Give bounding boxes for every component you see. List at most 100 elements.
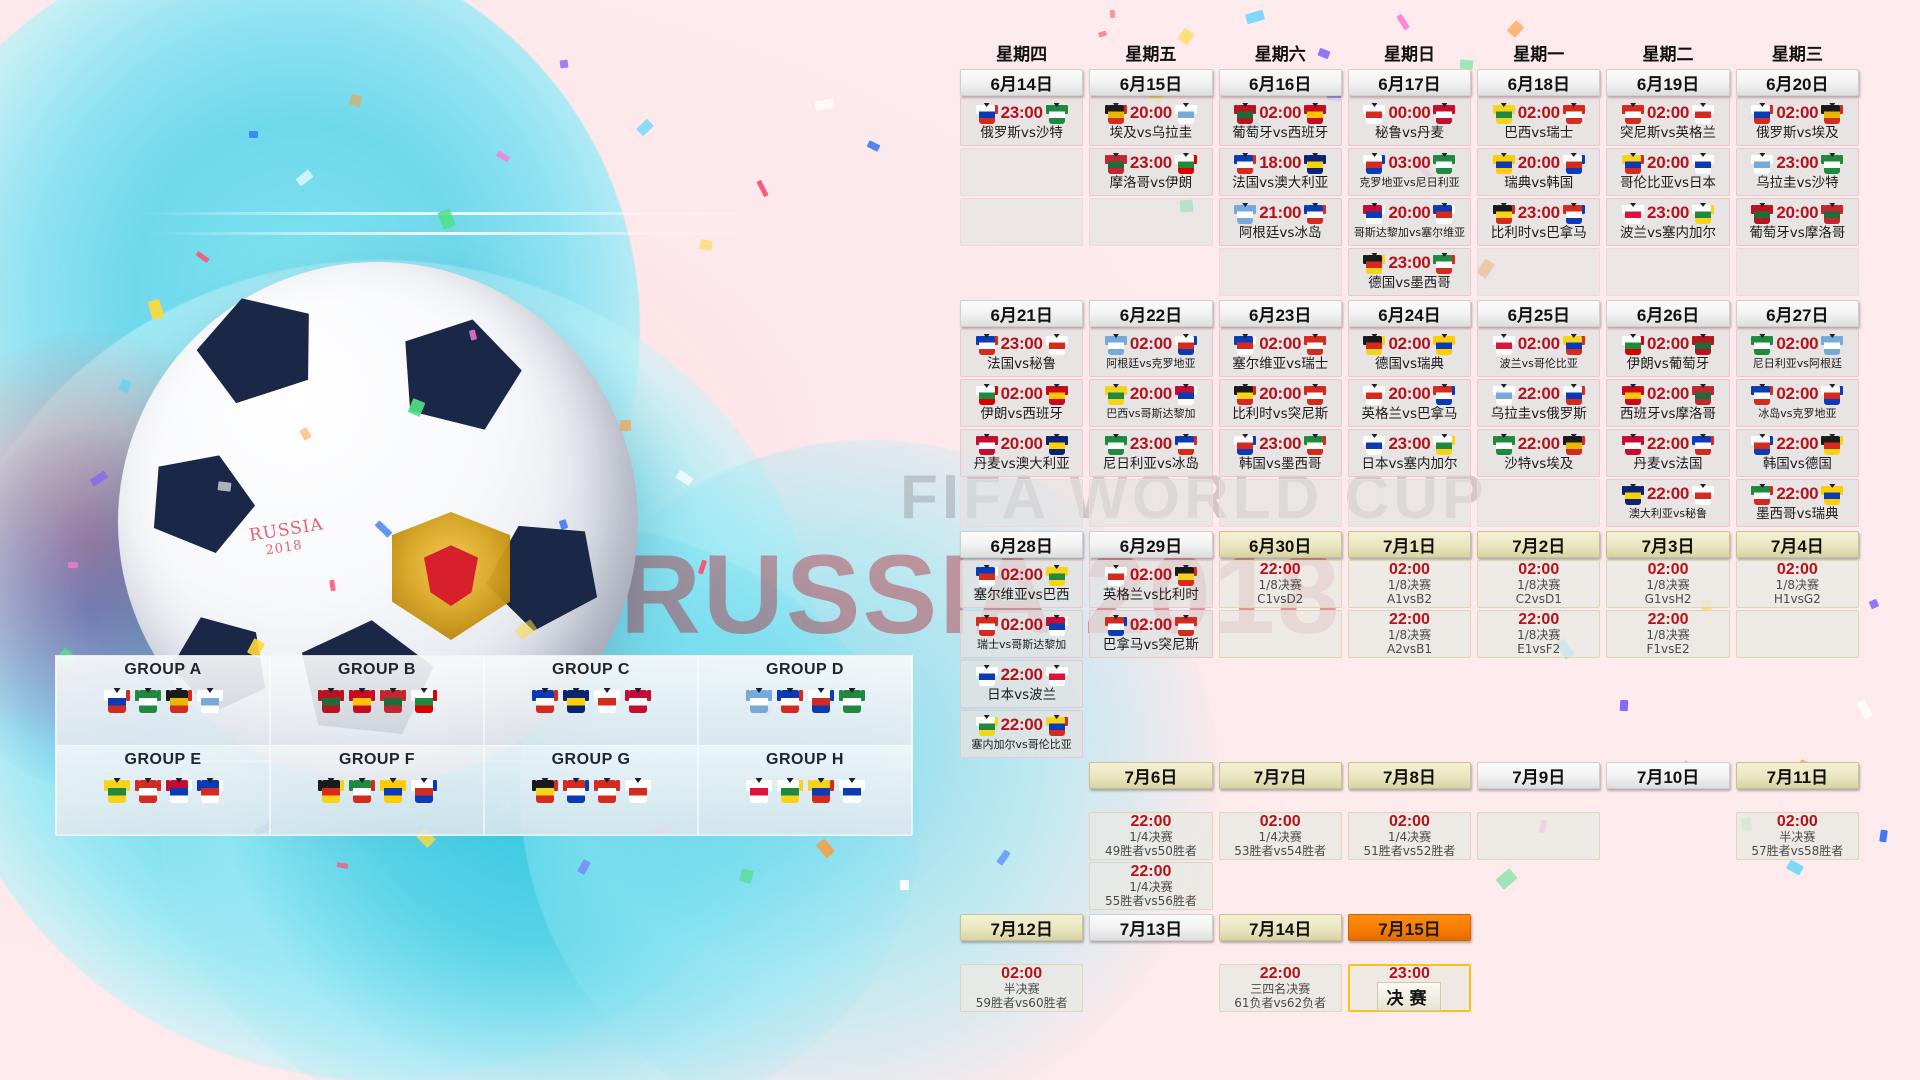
group-panel-c[interactable]: GROUP C	[484, 656, 698, 746]
group-match-cell[interactable]: 22:00 丹麦vs法国	[1606, 429, 1730, 477]
date-header-cell[interactable]: 6月14日	[960, 69, 1084, 96]
group-match-cell[interactable]: 20:00 英格兰vs巴拿马	[1347, 379, 1472, 427]
group-panel-h[interactable]: GROUP H	[698, 746, 912, 836]
group-match-cell[interactable]: 20:00 哥斯达黎加vs塞尔维亚	[1347, 198, 1472, 246]
knockout-match-cell[interactable]: 22:00 1/8决赛 C1vsD2	[1218, 560, 1342, 608]
group-panel-a[interactable]: GROUP A	[56, 656, 270, 746]
group-match-cell[interactable]: 22:00 塞内加尔vs哥伦比亚	[960, 710, 1084, 758]
group-match-cell[interactable]: 22:00 乌拉圭vs俄罗斯	[1477, 379, 1601, 427]
group-match-cell[interactable]: 23:00 摩洛哥vs伊朗	[1089, 148, 1213, 196]
group-match-cell[interactable]: 20:00 埃及vs乌拉圭	[1089, 98, 1213, 146]
group-match-cell[interactable]: 02:00 德国vs瑞典	[1347, 329, 1472, 377]
group-match-cell[interactable]: 23:00 波兰vs塞内加尔	[1606, 198, 1730, 246]
group-match-cell[interactable]: 02:00 葡萄牙vs西班牙	[1218, 98, 1342, 146]
group-match-cell[interactable]: 20:00 葡萄牙vs摩洛哥	[1735, 198, 1859, 246]
final-match-cell[interactable]: 23:00 决赛	[1347, 964, 1472, 1012]
group-match-cell[interactable]: 02:00 尼日利亚vs阿根廷	[1735, 329, 1859, 377]
date-header-cell[interactable]: 6月28日	[960, 531, 1084, 558]
group-match-cell[interactable]: 23:00 比利时vs巴拿马	[1477, 198, 1601, 246]
date-header-cell[interactable]: 7月13日	[1089, 914, 1213, 941]
date-header-cell[interactable]: 6月23日	[1218, 300, 1342, 327]
date-header-cell[interactable]: 6月19日	[1606, 69, 1730, 96]
group-match-cell[interactable]: 02:00 巴西vs瑞士	[1477, 98, 1601, 146]
group-match-cell[interactable]: 02:00 瑞士vs哥斯达黎加	[960, 610, 1084, 658]
group-match-cell[interactable]: 23:00 俄罗斯vs沙特	[960, 98, 1084, 146]
group-match-cell[interactable]: 22:00 日本vs波兰	[960, 660, 1084, 708]
knockout-match-cell[interactable]: 02:00 1/8决赛 H1vsG2	[1735, 560, 1859, 608]
date-header-cell[interactable]: 6月16日	[1218, 69, 1342, 96]
date-header-cell[interactable]: 7月9日	[1477, 762, 1601, 789]
date-header-cell[interactable]: 6月17日	[1347, 69, 1472, 96]
date-header-cell[interactable]: 7月15日	[1347, 914, 1472, 941]
date-header-cell[interactable]: 7月7日	[1218, 762, 1342, 789]
date-header-cell[interactable]: 7月11日	[1735, 762, 1859, 789]
group-match-cell[interactable]: 02:00 巴拿马vs突尼斯	[1089, 610, 1213, 658]
group-match-cell[interactable]: 22:00 沙特vs埃及	[1477, 429, 1601, 477]
date-header-cell[interactable]: 6月15日	[1089, 69, 1213, 96]
date-header-cell[interactable]: 7月6日	[1089, 762, 1213, 789]
knockout-match-cell[interactable]: 02:00 1/4决赛 53胜者vs54胜者	[1218, 812, 1342, 860]
group-match-cell[interactable]: 20:00 瑞典vs韩国	[1477, 148, 1601, 196]
group-match-cell[interactable]: 21:00 阿根廷vs冰岛	[1218, 198, 1342, 246]
group-match-cell[interactable]: 22:00 韩国vs德国	[1735, 429, 1859, 477]
knockout-match-cell[interactable]: 22:00 三四名决赛 61负者vs62负者	[1218, 964, 1342, 1012]
group-match-cell[interactable]: 22:00 墨西哥vs瑞典	[1735, 479, 1859, 527]
group-match-cell[interactable]: 20:00 丹麦vs澳大利亚	[960, 429, 1084, 477]
date-header-cell[interactable]: 6月21日	[960, 300, 1084, 327]
group-match-cell[interactable]: 20:00 比利时vs突尼斯	[1218, 379, 1342, 427]
knockout-match-cell[interactable]: 22:00 1/8决赛 F1vsE2	[1606, 610, 1730, 658]
group-match-cell[interactable]: 20:00 巴西vs哥斯达黎加	[1089, 379, 1213, 427]
group-panel-e[interactable]: GROUP E	[56, 746, 270, 836]
date-header-cell[interactable]: 7月3日	[1606, 531, 1730, 558]
date-header-cell[interactable]: 6月29日	[1089, 531, 1213, 558]
group-match-cell[interactable]: 02:00 冰岛vs克罗地亚	[1735, 379, 1859, 427]
group-panel-d[interactable]: GROUP D	[698, 656, 912, 746]
group-match-cell[interactable]: 02:00 塞尔维亚vs巴西	[960, 560, 1084, 608]
group-match-cell[interactable]: 02:00 阿根廷vs克罗地亚	[1089, 329, 1213, 377]
date-header-cell[interactable]: 6月26日	[1606, 300, 1730, 327]
group-match-cell[interactable]: 02:00 塞尔维亚vs瑞士	[1218, 329, 1342, 377]
knockout-match-cell[interactable]: 02:00 1/8决赛 A1vsB2	[1347, 560, 1472, 608]
group-match-cell[interactable]: 18:00 法国vs澳大利亚	[1218, 148, 1342, 196]
group-match-cell[interactable]: 03:00 克罗地亚vs尼日利亚	[1347, 148, 1472, 196]
group-match-cell[interactable]: 23:00 德国vs墨西哥	[1347, 248, 1472, 296]
group-match-cell[interactable]: 22:00 澳大利亚vs秘鲁	[1606, 479, 1730, 527]
date-header-cell[interactable]: 7月2日	[1477, 531, 1601, 558]
group-match-cell[interactable]: 02:00 英格兰vs比利时	[1089, 560, 1213, 608]
knockout-match-cell[interactable]: 22:00 1/4决赛 49胜者vs50胜者	[1089, 812, 1213, 860]
group-match-cell[interactable]: 02:00 西班牙vs摩洛哥	[1606, 379, 1730, 427]
date-header-cell[interactable]: 6月24日	[1347, 300, 1472, 327]
group-match-cell[interactable]: 00:00 秘鲁vs丹麦	[1347, 98, 1472, 146]
date-header-cell[interactable]: 6月30日	[1218, 531, 1342, 558]
date-header-cell[interactable]: 7月12日	[960, 914, 1084, 941]
knockout-match-cell[interactable]: 02:00 半决赛 59胜者vs60胜者	[960, 964, 1084, 1012]
date-header-cell[interactable]: 7月14日	[1218, 914, 1342, 941]
knockout-match-cell[interactable]: 22:00 1/8决赛 A2vsB1	[1347, 610, 1472, 658]
date-header-cell[interactable]: 7月10日	[1606, 762, 1730, 789]
date-header-cell[interactable]: 6月20日	[1735, 69, 1859, 96]
date-header-cell[interactable]: 7月4日	[1735, 531, 1859, 558]
date-header-cell[interactable]: 6月25日	[1477, 300, 1601, 327]
knockout-match-cell[interactable]: 02:00 1/8决赛 C2vsD1	[1477, 560, 1601, 608]
group-panel-g[interactable]: GROUP G	[484, 746, 698, 836]
group-match-cell[interactable]: 02:00 突尼斯vs英格兰	[1606, 98, 1730, 146]
knockout-match-cell[interactable]: 02:00 1/8决赛 G1vsH2	[1606, 560, 1730, 608]
knockout-match-cell[interactable]: 22:00 1/8决赛 E1vsF2	[1477, 610, 1601, 658]
date-header-cell[interactable]: 6月18日	[1477, 69, 1601, 96]
date-header-cell[interactable]: 7月1日	[1347, 531, 1472, 558]
group-match-cell[interactable]: 23:00 日本vs塞内加尔	[1347, 429, 1472, 477]
group-panel-f[interactable]: GROUP F	[270, 746, 484, 836]
group-match-cell[interactable]: 23:00 韩国vs墨西哥	[1218, 429, 1342, 477]
knockout-match-cell[interactable]: 22:00 1/4决赛 55胜者vs56胜者	[1089, 862, 1213, 910]
group-match-cell[interactable]: 02:00 伊朗vs西班牙	[960, 379, 1084, 427]
group-match-cell[interactable]: 23:00 尼日利亚vs冰岛	[1089, 429, 1213, 477]
group-match-cell[interactable]: 20:00 哥伦比亚vs日本	[1606, 148, 1730, 196]
date-header-cell[interactable]: 7月8日	[1347, 762, 1472, 789]
group-match-cell[interactable]: 02:00 伊朗vs葡萄牙	[1606, 329, 1730, 377]
group-match-cell[interactable]: 23:00 法国vs秘鲁	[960, 329, 1084, 377]
group-match-cell[interactable]: 23:00 乌拉圭vs沙特	[1735, 148, 1859, 196]
date-header-cell[interactable]: 6月22日	[1089, 300, 1213, 327]
group-panel-b[interactable]: GROUP B	[270, 656, 484, 746]
group-match-cell[interactable]: 02:00 俄罗斯vs埃及	[1735, 98, 1859, 146]
group-match-cell[interactable]: 02:00 波兰vs哥伦比亚	[1477, 329, 1601, 377]
